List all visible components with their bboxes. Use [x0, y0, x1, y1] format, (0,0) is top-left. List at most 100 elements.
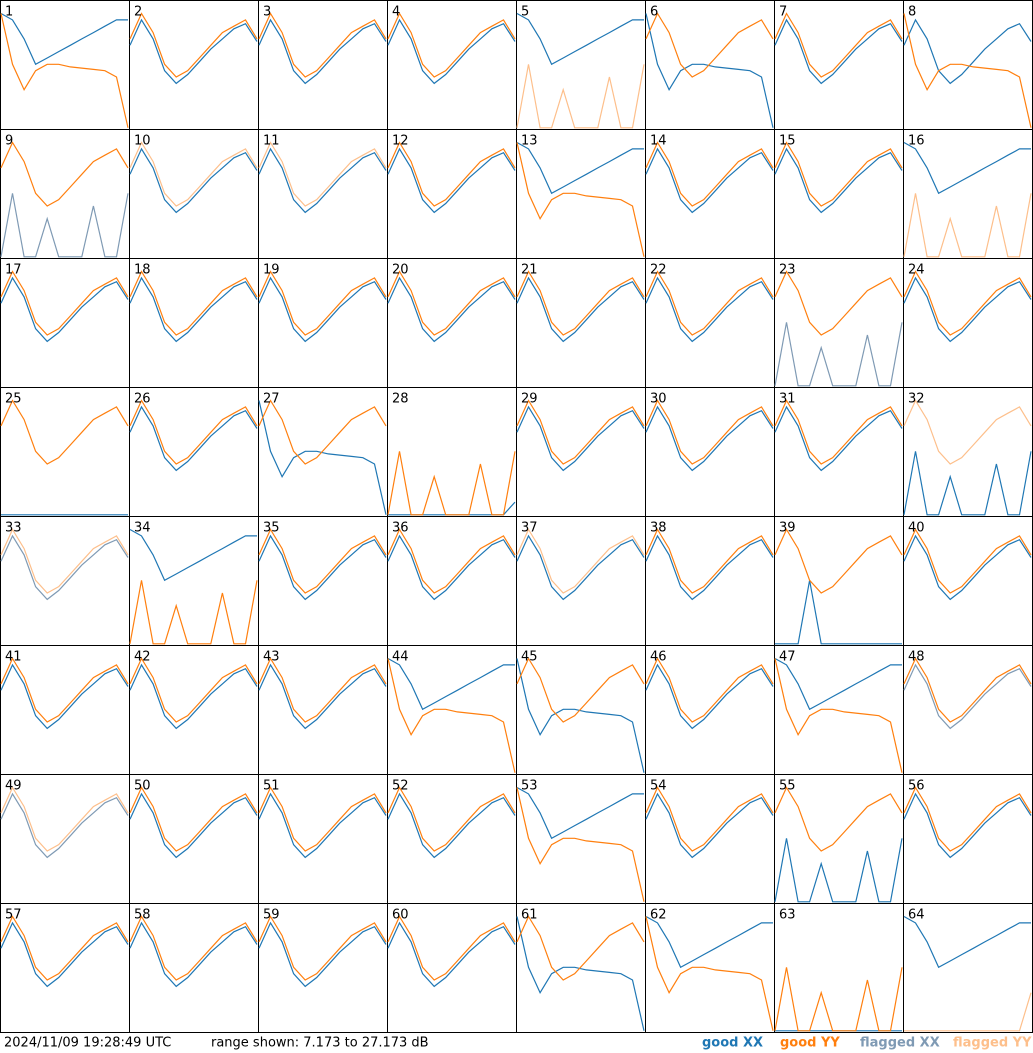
- trace: [903, 663, 1032, 730]
- trace: [0, 786, 129, 852]
- panel-frame: [903, 387, 1033, 517]
- panel: [129, 516, 259, 646]
- trace: [774, 405, 903, 472]
- panel: [387, 258, 517, 388]
- panel: [903, 903, 1033, 1033]
- panel-frame: [516, 903, 646, 1033]
- panel-label: 25: [5, 392, 22, 407]
- timestamp: 2024/11/09 19:28:49 UTC: [4, 1036, 171, 1051]
- trace: [129, 276, 258, 343]
- trace: [774, 786, 903, 852]
- trace: [129, 786, 258, 852]
- panel-label: 29: [521, 392, 538, 407]
- trace: [0, 12, 128, 66]
- panel: [774, 387, 904, 517]
- panel: [258, 903, 388, 1033]
- panel-frame: [0, 258, 130, 388]
- panel-label: 42: [134, 650, 151, 665]
- trace: [258, 12, 387, 78]
- trace: [387, 915, 516, 981]
- trace: [387, 270, 516, 336]
- panel-label: 58: [134, 908, 151, 923]
- panel: [129, 645, 259, 775]
- trace: [516, 64, 645, 129]
- trace: [775, 580, 902, 645]
- trace: [645, 13, 774, 128]
- panel-frame: [516, 0, 646, 130]
- panel: [129, 774, 259, 904]
- trace: [774, 967, 903, 1032]
- trace: [0, 399, 129, 465]
- panel: [516, 516, 646, 646]
- trace: [387, 534, 516, 601]
- panel: [258, 645, 388, 775]
- panel-frame: [645, 516, 775, 646]
- trace: [903, 276, 1032, 343]
- panel-frame: [774, 258, 904, 388]
- panel-frame: [0, 387, 130, 517]
- trace: [645, 663, 774, 730]
- panel-label: 9: [5, 134, 13, 149]
- trace: [258, 921, 387, 988]
- panel-frame: [258, 774, 388, 904]
- panel-label: 44: [392, 650, 409, 665]
- trace: [258, 18, 387, 85]
- panel-frame: [258, 903, 388, 1033]
- panel-frame: [258, 516, 388, 646]
- panel-frame: [774, 129, 904, 259]
- panel-frame: [0, 0, 130, 130]
- panel-frame: [516, 645, 646, 775]
- trace: [774, 657, 902, 711]
- panel-frame: [387, 774, 517, 904]
- trace: [774, 322, 903, 387]
- trace: [516, 270, 645, 336]
- panel-frame: [516, 774, 646, 904]
- trace: [645, 141, 774, 207]
- panel: [516, 645, 646, 775]
- panel-label: 19: [263, 263, 280, 278]
- panel-label: 63: [779, 908, 796, 923]
- panel-label: 61: [521, 908, 538, 923]
- trace: [129, 580, 258, 645]
- panel-label: 31: [779, 392, 796, 407]
- panel: [645, 129, 775, 259]
- trace: [129, 528, 257, 582]
- panel-frame: [516, 129, 646, 259]
- panel: [0, 903, 130, 1033]
- legend-entry: flagged YY: [953, 1036, 1032, 1051]
- trace: [0, 13, 129, 128]
- trace: [387, 792, 516, 859]
- trace: [516, 658, 645, 773]
- panel-frame: [774, 774, 904, 904]
- panel-frame: [387, 258, 517, 388]
- trace: [258, 147, 387, 214]
- panel-frame: [0, 903, 130, 1033]
- panel: [645, 645, 775, 775]
- panel-label: 36: [392, 521, 409, 536]
- trace: [258, 534, 387, 601]
- panel: [258, 0, 388, 130]
- panel: [387, 903, 517, 1033]
- panel-label: 15: [779, 134, 796, 149]
- legend-entry: good YY: [780, 1036, 840, 1051]
- panel: [903, 387, 1033, 517]
- panel-frame: [774, 387, 904, 517]
- panel-label: 59: [263, 908, 280, 923]
- panel-label: 40: [908, 521, 925, 536]
- trace: [516, 915, 645, 981]
- trace: [645, 528, 774, 594]
- panel: [516, 774, 646, 904]
- trace: [0, 663, 129, 730]
- panel: [645, 903, 775, 1033]
- trace: [774, 838, 903, 903]
- panel-label: 37: [521, 521, 538, 536]
- trace: [129, 399, 258, 465]
- panel-frame: [129, 903, 259, 1033]
- panel: [516, 387, 646, 517]
- panel-label: 2: [134, 5, 142, 20]
- panel-label: 16: [908, 134, 925, 149]
- panel: [258, 387, 388, 517]
- trace: [516, 12, 644, 66]
- trace: [903, 141, 1031, 195]
